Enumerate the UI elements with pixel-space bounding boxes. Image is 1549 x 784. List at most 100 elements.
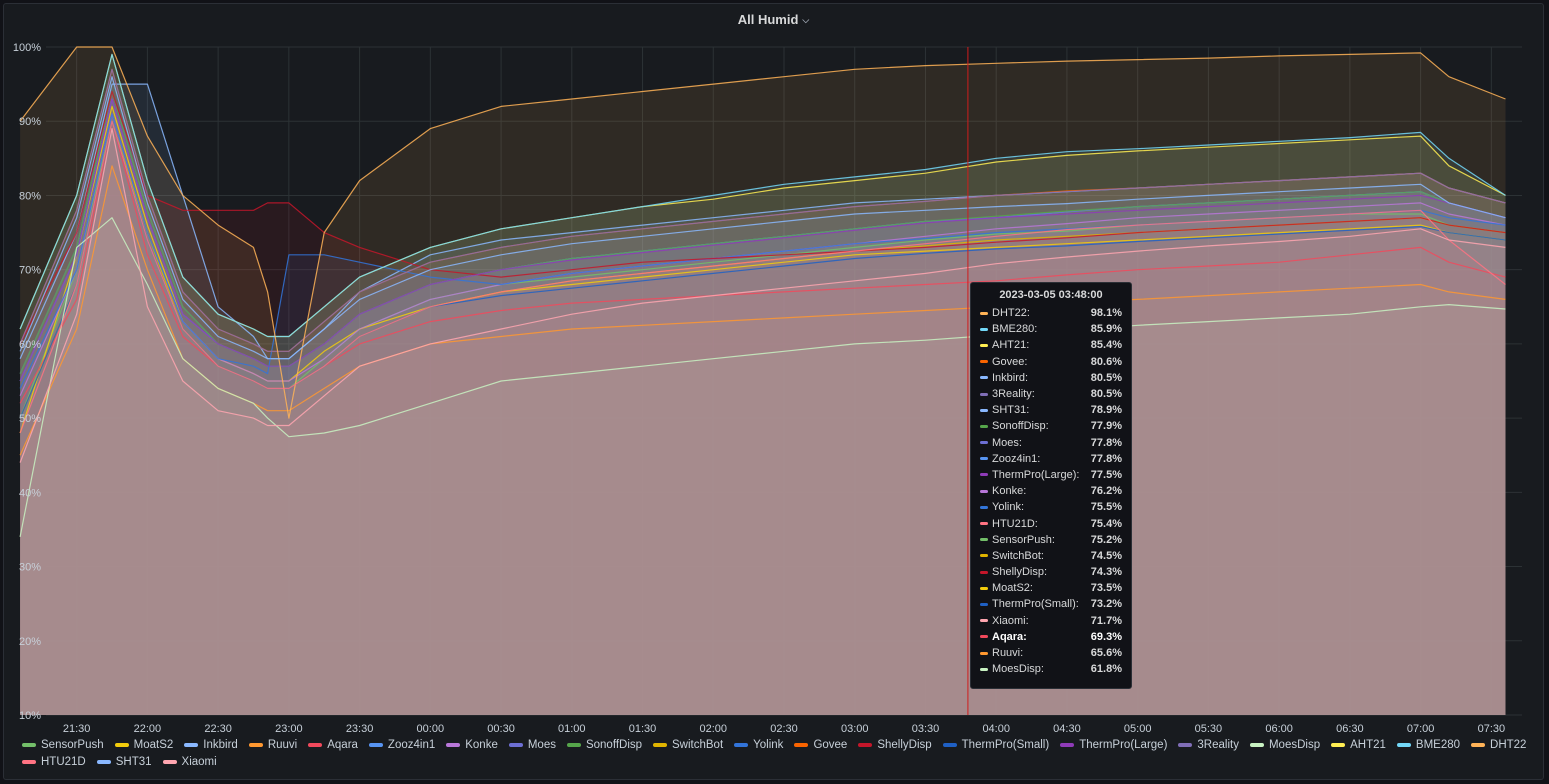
y-tick-label: 90% bbox=[19, 116, 41, 128]
tooltip-row: SHT31: 78.9% bbox=[980, 402, 1122, 418]
legend-label: AHT21 bbox=[1350, 739, 1386, 751]
legend-swatch bbox=[734, 743, 749, 747]
tooltip-swatch bbox=[980, 473, 988, 477]
legend-label: MoatS2 bbox=[133, 739, 174, 751]
tooltip-swatch bbox=[980, 570, 988, 574]
legend-item-ThermPro(Small)[interactable]: ThermPro(Small) bbox=[942, 738, 1050, 752]
series-line-DHT22[interactable] bbox=[19, 46, 1506, 419]
series-line-Aqara[interactable] bbox=[19, 120, 1506, 404]
legend-item-Xiaomi[interactable]: Xiaomi bbox=[162, 755, 217, 769]
legend-label: ThermPro(Small) bbox=[961, 739, 1050, 751]
tooltip-series-value: 85.9% bbox=[1090, 323, 1122, 336]
legend-item-Ruuvi[interactable]: Ruuvi bbox=[248, 738, 298, 752]
tooltip-row: SensorPush: 75.2% bbox=[980, 532, 1122, 548]
legend: SensorPush MoatS2 Inkbird Ruuvi Aqara Zooz4in… bbox=[22, 738, 1532, 769]
tooltip-series-value: 61.8% bbox=[1090, 663, 1122, 676]
legend-item-SonoffDisp[interactable]: SonoffDisp bbox=[566, 738, 643, 752]
legend-label: SHT31 bbox=[115, 756, 152, 768]
series-line-SonoffDisp[interactable] bbox=[19, 90, 1506, 374]
legend-item-HTU21D[interactable]: HTU21D bbox=[22, 755, 86, 769]
legend-item-Yolink[interactable]: Yolink bbox=[734, 738, 783, 752]
tooltip-series-value: 65.6% bbox=[1090, 647, 1122, 660]
series-area-MoesDisp bbox=[20, 217, 1506, 715]
tooltip-series-name: AHT21: bbox=[992, 339, 1030, 352]
legend-item-Govee[interactable]: Govee bbox=[794, 738, 847, 752]
legend-item-AHT21[interactable]: AHT21 bbox=[1331, 738, 1386, 752]
x-tick-label: 05:30 bbox=[1195, 723, 1223, 735]
tooltip-swatch bbox=[980, 424, 988, 428]
legend-item-SHT31[interactable]: SHT31 bbox=[96, 755, 152, 769]
legend-swatch bbox=[794, 743, 809, 747]
legend-item-MoesDisp[interactable]: MoesDisp bbox=[1249, 738, 1320, 752]
legend-item-BME280[interactable]: BME280 bbox=[1396, 738, 1460, 752]
tooltip-row: AHT21: 85.4% bbox=[980, 337, 1122, 353]
tooltip-swatch bbox=[980, 651, 988, 655]
legend-item-Zooz4in1[interactable]: Zooz4in1 bbox=[368, 738, 436, 752]
graph-panel: All Humid ⌵ bbox=[3, 3, 1544, 780]
series-line-ThermPro(Large)[interactable] bbox=[19, 98, 1506, 382]
legend-item-Konke[interactable]: Konke bbox=[446, 738, 498, 752]
x-tick-label: 00:00 bbox=[417, 723, 445, 735]
tooltip-series-name: Ruuvi: bbox=[992, 647, 1024, 660]
legend-item-3Reality[interactable]: 3Reality bbox=[1178, 738, 1239, 752]
legend-item-ThermPro(Large)[interactable]: ThermPro(Large) bbox=[1060, 738, 1167, 752]
legend-item-SwitchBot[interactable]: SwitchBot bbox=[653, 738, 723, 752]
legend-item-MoatS2[interactable]: MoatS2 bbox=[114, 738, 174, 752]
y-tick-label: 100% bbox=[13, 42, 41, 54]
x-tick-label: 02:30 bbox=[770, 723, 798, 735]
tooltip-series-value: 80.6% bbox=[1090, 355, 1122, 368]
legend-swatch bbox=[446, 743, 461, 747]
tooltip-series-name: Aqara: bbox=[992, 630, 1027, 643]
y-tick-label: 40% bbox=[19, 487, 41, 499]
series-line-3Reality[interactable] bbox=[19, 68, 1506, 352]
tooltip-series-name: Inkbird: bbox=[992, 371, 1029, 384]
legend-item-ShellyDisp[interactable]: ShellyDisp bbox=[858, 738, 932, 752]
tooltip-row: Zooz4in1: 77.8% bbox=[980, 451, 1122, 467]
tooltip-series-name: Konke: bbox=[992, 485, 1027, 498]
tooltip-swatch bbox=[980, 327, 988, 331]
y-tick-label: 50% bbox=[19, 413, 41, 425]
tooltip-series-value: 77.5% bbox=[1090, 468, 1122, 481]
tooltip-series-name: HTU21D: bbox=[992, 517, 1038, 530]
tooltip-row: Govee: 80.6% bbox=[980, 354, 1122, 370]
legend-label: Konke bbox=[465, 739, 498, 751]
x-tick-label: 21:30 bbox=[63, 723, 91, 735]
legend-label: Yolink bbox=[753, 739, 784, 751]
legend-swatch bbox=[368, 743, 383, 747]
legend-item-Inkbird[interactable]: Inkbird bbox=[184, 738, 238, 752]
legend-label: Zooz4in1 bbox=[387, 739, 436, 751]
legend-swatch bbox=[1178, 743, 1193, 747]
series-line-HTU21D[interactable] bbox=[19, 120, 1506, 434]
series-area-BME280 bbox=[20, 54, 1506, 715]
legend-item-SensorPush[interactable]: SensorPush bbox=[22, 738, 104, 752]
legend-label: Ruuvi bbox=[267, 739, 298, 751]
tooltip-swatch bbox=[980, 376, 988, 380]
series-line-SHT31[interactable] bbox=[19, 76, 1506, 360]
series-line-BME280[interactable] bbox=[19, 53, 1506, 338]
x-tick-label: 02:00 bbox=[699, 723, 727, 735]
series-line-MoesDisp[interactable] bbox=[19, 217, 1506, 538]
tooltip-swatch bbox=[980, 619, 988, 623]
x-tick-label: 06:00 bbox=[1265, 723, 1293, 735]
legend-swatch bbox=[248, 743, 263, 747]
panel-title-menu[interactable]: All Humid ⌵ bbox=[738, 12, 810, 27]
series-area-3Reality bbox=[20, 69, 1506, 716]
tooltip-row: HTU21D: 75.4% bbox=[980, 515, 1122, 531]
tooltip-series-value: 98.1% bbox=[1090, 307, 1122, 320]
y-tick-label: 70% bbox=[19, 265, 41, 277]
legend-swatch bbox=[508, 743, 523, 747]
legend-item-Moes[interactable]: Moes bbox=[508, 738, 556, 752]
legend-swatch bbox=[22, 760, 36, 764]
legend-item-DHT22[interactable]: DHT22 bbox=[1471, 738, 1526, 752]
legend-label: SonoffDisp bbox=[585, 739, 643, 751]
legend-item-Aqara[interactable]: Aqara bbox=[308, 738, 358, 752]
legend-label: SwitchBot bbox=[672, 739, 724, 751]
series-area-Aqara bbox=[20, 121, 1506, 715]
tooltip-series-name: Zooz4in1: bbox=[992, 452, 1041, 465]
x-tick-label: 23:30 bbox=[346, 723, 374, 735]
tooltip-row: ThermPro(Small): 73.2% bbox=[980, 596, 1122, 612]
series-line-Xiaomi[interactable] bbox=[19, 128, 1506, 463]
tooltip-row: Aqara: 69.3% bbox=[980, 629, 1122, 645]
panel-header: All Humid ⌵ bbox=[4, 4, 1543, 34]
